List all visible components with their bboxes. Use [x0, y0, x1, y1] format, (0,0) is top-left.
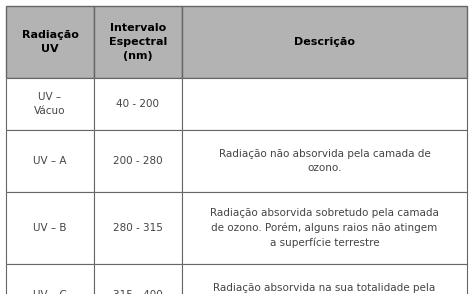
Bar	[182, 264, 466, 294]
Bar	[6, 264, 94, 294]
Bar	[94, 264, 182, 294]
Bar	[94, 192, 182, 264]
Bar	[6, 192, 94, 264]
Text: UV –
Vácuo: UV – Vácuo	[34, 92, 66, 116]
Bar	[182, 6, 466, 78]
Bar	[94, 6, 182, 78]
Bar	[182, 192, 466, 264]
Text: 200 - 280: 200 - 280	[113, 156, 162, 166]
Text: Radiação absorvida sobretudo pela camada
de ozono. Porém, alguns raios não ating: Radiação absorvida sobretudo pela camada…	[209, 208, 438, 248]
Bar	[182, 6, 466, 78]
Text: Radiação
UV: Radiação UV	[21, 30, 78, 54]
Text: Radiação absorvida na sua totalidade pela
camada de ozono e atmosfera.: Radiação absorvida na sua totalidade pel…	[213, 283, 435, 294]
Bar	[182, 192, 466, 264]
Bar	[94, 6, 182, 78]
Bar	[6, 78, 94, 130]
Bar	[94, 192, 182, 264]
Bar	[94, 130, 182, 192]
Bar	[6, 6, 94, 78]
Text: Descrição: Descrição	[293, 37, 354, 47]
Bar	[6, 6, 94, 78]
Bar	[94, 78, 182, 130]
Text: Radiação não absorvida pela camada de
ozono.: Radiação não absorvida pela camada de oz…	[218, 149, 429, 173]
Bar	[6, 78, 94, 130]
Text: 280 - 315: 280 - 315	[113, 223, 163, 233]
Text: 40 - 200: 40 - 200	[116, 99, 159, 109]
Bar	[6, 192, 94, 264]
Bar	[6, 130, 94, 192]
Text: UV – B: UV – B	[33, 223, 67, 233]
Bar	[94, 130, 182, 192]
Bar	[182, 78, 466, 130]
Bar	[94, 264, 182, 294]
Bar	[182, 78, 466, 130]
Bar	[6, 264, 94, 294]
Bar	[182, 130, 466, 192]
Text: 315 - 400: 315 - 400	[113, 290, 162, 294]
Text: Intervalo
Espectral
(nm): Intervalo Espectral (nm)	[109, 23, 167, 61]
Bar	[182, 130, 466, 192]
Text: UV – C: UV – C	[33, 290, 67, 294]
Bar	[94, 78, 182, 130]
Bar	[6, 130, 94, 192]
Bar	[182, 264, 466, 294]
Text: UV – A: UV – A	[33, 156, 67, 166]
